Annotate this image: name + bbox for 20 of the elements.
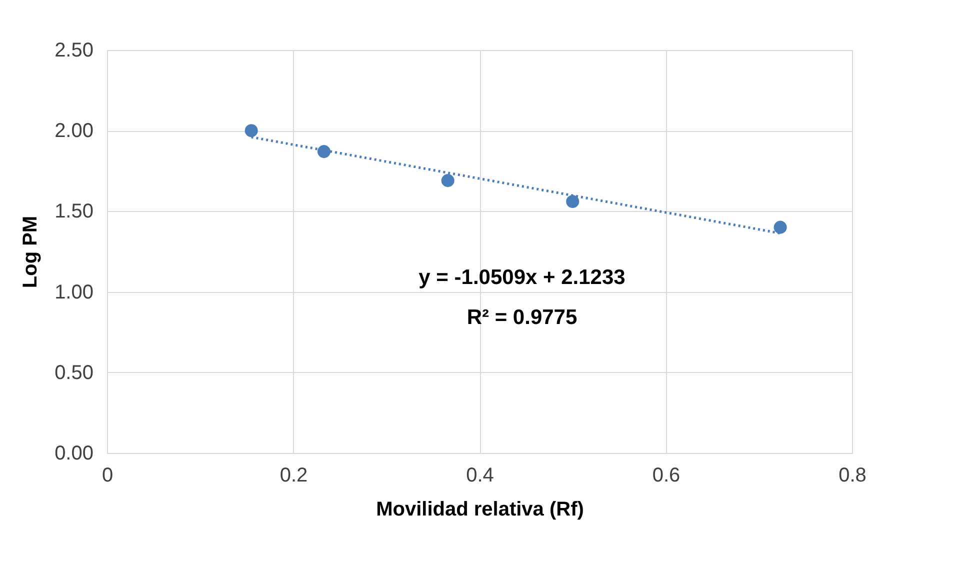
annotation: y = -1.0509x + 2.1233 <box>418 266 626 289</box>
annotation: R² = 0.9775 <box>466 306 578 329</box>
x-axis-title: Movilidad relativa (Rf) <box>376 498 584 520</box>
point <box>441 174 454 188</box>
x-tick-label: 0.2 <box>280 464 308 486</box>
x-tick-label: 0 <box>102 464 114 486</box>
y-tick-label: 0.50 <box>54 362 94 384</box>
point <box>566 195 580 208</box>
point <box>244 124 258 138</box>
y-tick-label: 2.50 <box>54 40 94 62</box>
point <box>317 145 330 158</box>
y-tick-label: 2.00 <box>54 120 94 142</box>
point <box>774 220 787 234</box>
y-tick-label: 1.00 <box>54 281 94 304</box>
x-tick-label: 0.6 <box>652 464 680 486</box>
y-tick-label: 1.50 <box>54 200 94 223</box>
y-tick-label: 0.00 <box>54 442 94 464</box>
x-tick-label: 0.8 <box>838 464 866 486</box>
x-tick-label: 0.4 <box>466 464 494 486</box>
y-axis-title: Log PM <box>20 216 42 288</box>
